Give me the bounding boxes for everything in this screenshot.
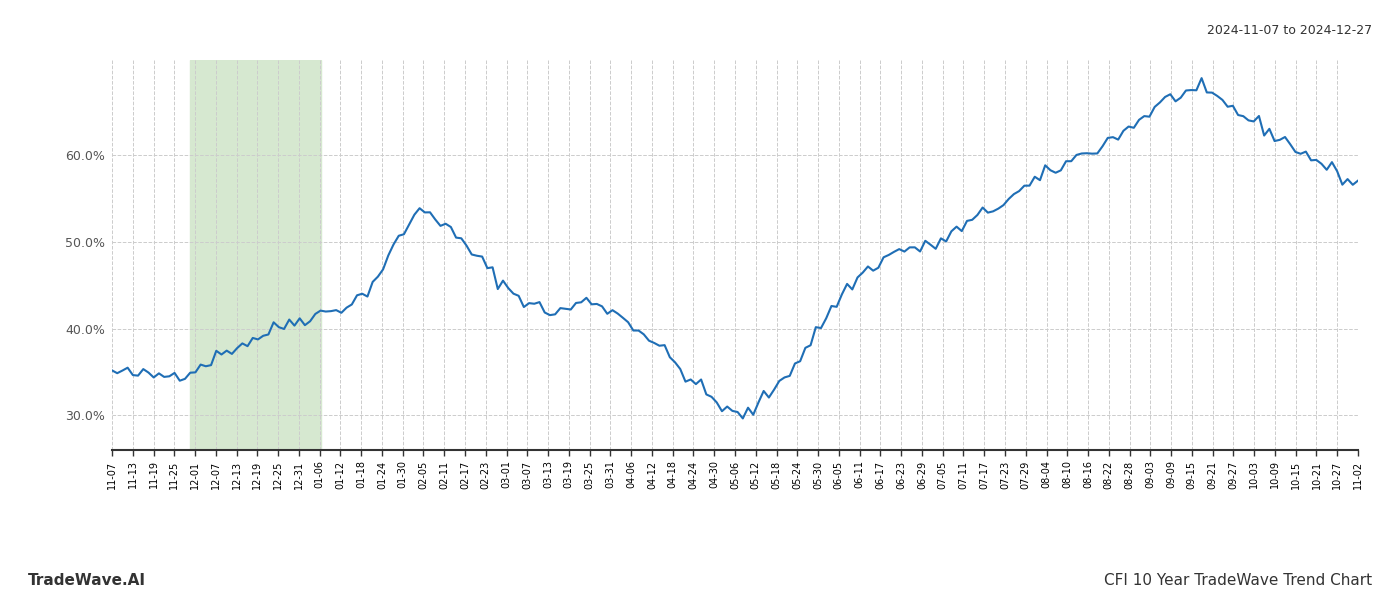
Bar [190,60,321,450]
Text: TradeWave.AI: TradeWave.AI [28,573,146,588]
Text: CFI 10 Year TradeWave Trend Chart: CFI 10 Year TradeWave Trend Chart [1103,573,1372,588]
Text: 2024-11-07 to 2024-12-27: 2024-11-07 to 2024-12-27 [1207,24,1372,37]
